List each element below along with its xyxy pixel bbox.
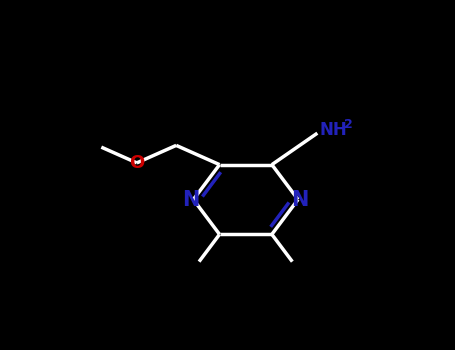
Text: 2: 2 xyxy=(344,118,353,131)
Text: NH: NH xyxy=(319,121,347,139)
Text: N: N xyxy=(182,189,200,210)
Text: N: N xyxy=(292,189,309,210)
Text: O: O xyxy=(129,154,144,172)
